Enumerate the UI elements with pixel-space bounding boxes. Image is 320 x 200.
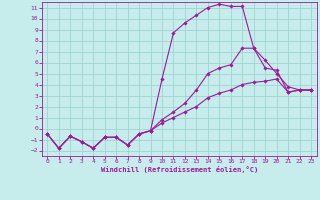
X-axis label: Windchill (Refroidissement éolien,°C): Windchill (Refroidissement éolien,°C) <box>100 166 258 173</box>
